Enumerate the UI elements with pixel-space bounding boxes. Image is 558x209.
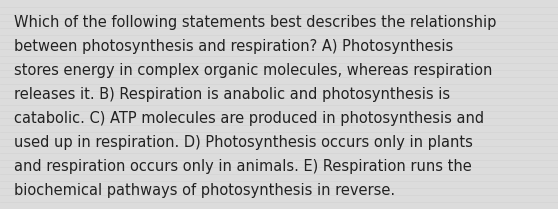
Text: stores energy in complex organic molecules, whereas respiration: stores energy in complex organic molecul… (14, 63, 492, 78)
Text: used up in respiration. D) Photosynthesis occurs only in plants: used up in respiration. D) Photosynthesi… (14, 135, 473, 150)
Text: releases it. B) Respiration is anabolic and photosynthesis is: releases it. B) Respiration is anabolic … (14, 87, 450, 102)
Text: and respiration occurs only in animals. E) Respiration runs the: and respiration occurs only in animals. … (14, 159, 472, 174)
Text: catabolic. C) ATP molecules are produced in photosynthesis and: catabolic. C) ATP molecules are produced… (14, 111, 484, 126)
Text: biochemical pathways of photosynthesis in reverse.: biochemical pathways of photosynthesis i… (14, 183, 395, 198)
Text: between photosynthesis and respiration? A) Photosynthesis: between photosynthesis and respiration? … (14, 39, 453, 54)
Text: Which of the following statements best describes the relationship: Which of the following statements best d… (14, 15, 496, 30)
